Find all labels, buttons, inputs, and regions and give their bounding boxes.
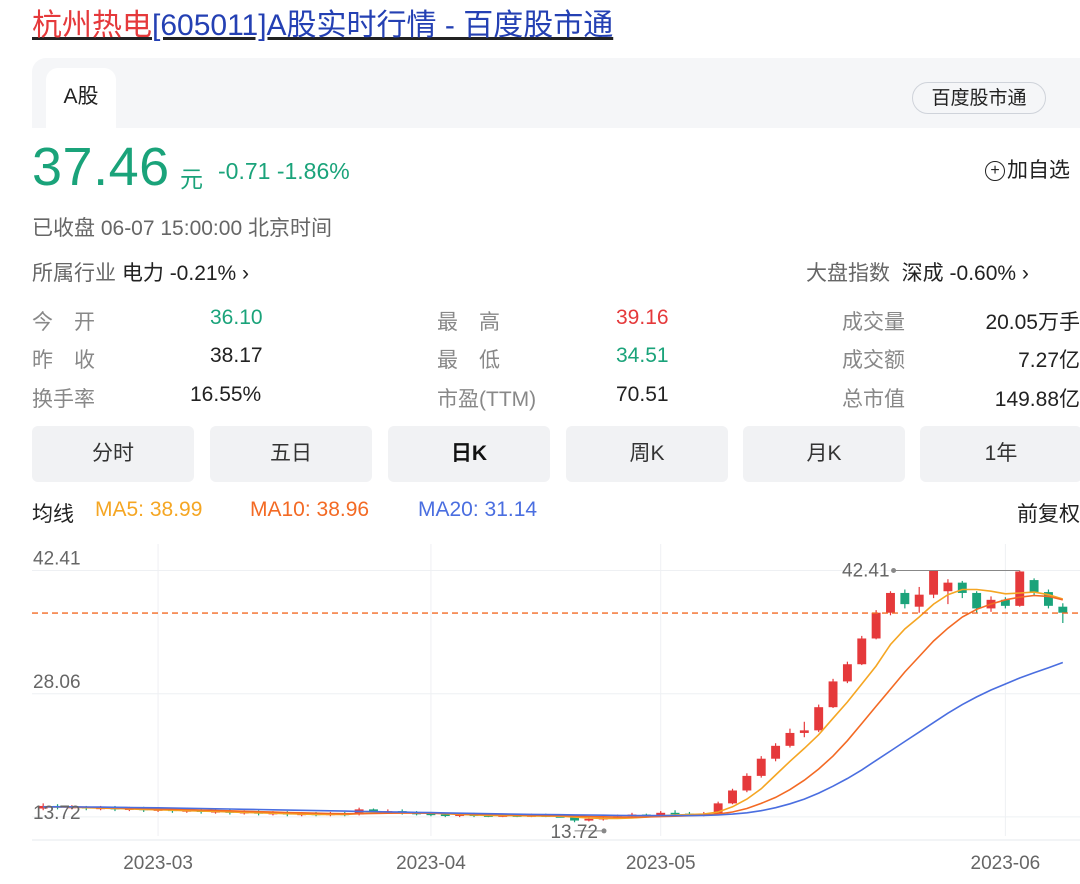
turnover-value: 16.55% [190,383,262,406]
tab-weekly-k[interactable]: 周K [566,426,728,482]
candle-body [785,732,795,746]
ma5-legend: MA5: 38.99 [95,498,203,521]
prev-close-label: 昨 收 [32,349,95,372]
ma10-legend: MA10: 38.96 [250,498,370,521]
add-watchlist-label: 加自选 [1007,159,1070,182]
y-tick-label: 42.41 [33,549,81,570]
tab-five-day[interactable]: 五日 [210,426,372,482]
ma-line-ma10 [43,594,1063,818]
candle-body [584,818,594,821]
high-value: 39.16 [616,306,669,329]
candle-body [957,582,967,593]
candle-body [1015,571,1025,606]
amount-value: 7.27亿 [1018,349,1080,372]
candle-body [426,813,436,816]
min-marker-dot [601,828,607,834]
plus-circle-icon: + [985,161,1005,181]
x-tick-label: 2023-03 [123,853,193,874]
y-tick-label: 28.06 [33,672,81,693]
high-label: 最 高 [437,311,500,334]
price-change: -0.71 -1.86% [218,158,350,184]
ma-label: 均线 [32,503,74,526]
tab-monthly-k[interactable]: 月K [743,426,905,482]
candle-body [670,812,680,815]
pe-value: 70.51 [616,383,669,406]
tab-intraday[interactable]: 分时 [32,426,194,482]
tab-a-share[interactable]: A股 [46,68,116,128]
candle-body [871,612,881,639]
industry-change: -0.21% › [169,262,250,285]
low-label: 最 低 [437,349,500,372]
ma20-legend: MA20: 31.14 [418,498,538,521]
adjust-toggle[interactable]: 前复权 [1017,503,1080,526]
candle-body [742,775,752,791]
candle-body [656,812,666,816]
candle-body [857,638,867,665]
industry-link[interactable]: 所属行业 电力 -0.21% › [32,257,249,287]
industry-name: 电力 [121,262,164,285]
market-index-name: 深成 [901,262,944,285]
candle-body [369,809,378,812]
tab-daily-k[interactable]: 日K [388,426,550,482]
current-price: 37.46 [32,137,170,197]
candle-body [771,745,781,759]
tab-one-year[interactable]: 1年 [920,426,1080,482]
volume-value: 20.05万手 [985,311,1080,334]
page-title-link[interactable]: 杭州热电[605011]A股实时行情 - 百度股市通 [32,4,613,48]
candle-body [570,817,579,821]
add-watchlist-button[interactable]: + 加自选 [985,154,1070,184]
candle-body [828,681,838,708]
candle-body [943,582,953,592]
turnover-label: 换手率 [32,388,95,411]
ma-line-ma20 [43,661,1064,817]
market-index-link[interactable]: 大盘指数 深成 -0.60% › [806,257,1029,287]
candle-body [972,592,982,609]
candle-body [713,803,723,814]
candle-body [1058,606,1068,613]
open-label: 今 开 [32,311,95,334]
candle-body [756,758,766,776]
candle-body [886,592,895,613]
x-tick-label: 2023-05 [626,853,696,874]
y-tick-label: 13.72 [33,803,81,824]
candle-body [1000,599,1010,606]
candle-body [842,664,852,682]
card-header [32,58,1080,128]
candle-body [900,592,910,605]
page-title-rest[interactable]: [605011]A股实时行情 - 百度股市通 [152,9,614,42]
market-status: 已收盘 06-07 15:00:00 北京时间 [32,217,332,240]
market-cap-label: 总市值 [842,388,905,411]
kline-chart[interactable]: 42.41 28.06 13.72 2023-03 2023-04 2023-05 2023… [0,530,1080,884]
low-value: 34.51 [616,344,669,367]
open-value: 36.10 [210,306,263,329]
candle-body [1044,592,1053,606]
volume-label: 成交量 [842,311,905,334]
x-tick-label: 2023-04 [396,853,466,874]
x-tick-label: 2023-06 [971,853,1041,874]
max-marker-dot [891,568,897,574]
min-price-label: 13.72 [550,822,598,843]
candle-body [440,814,450,817]
candle-body [929,570,939,595]
candle-body [1029,580,1039,593]
candle-body [814,707,824,731]
candle-body [914,594,924,607]
candle-body [728,790,737,804]
prev-close-value: 38.17 [210,344,263,367]
source-button[interactable]: 百度股市通 [912,82,1046,114]
candle-body [38,805,48,809]
market-cap-value: 149.88亿 [994,388,1080,411]
ma-line-ma5 [43,588,1064,820]
candle-body [799,730,809,733]
max-price-label: 42.41 [842,561,890,582]
price-unit: 元 [180,166,203,192]
pe-label: 市盈(TTM) [437,388,537,411]
market-index-change: -0.60% › [949,262,1029,285]
industry-label: 所属行业 [32,262,116,285]
market-index-label: 大盘指数 [806,262,890,285]
page-title-highlight[interactable]: 杭州热电 [32,9,152,42]
amount-label: 成交额 [842,349,905,372]
